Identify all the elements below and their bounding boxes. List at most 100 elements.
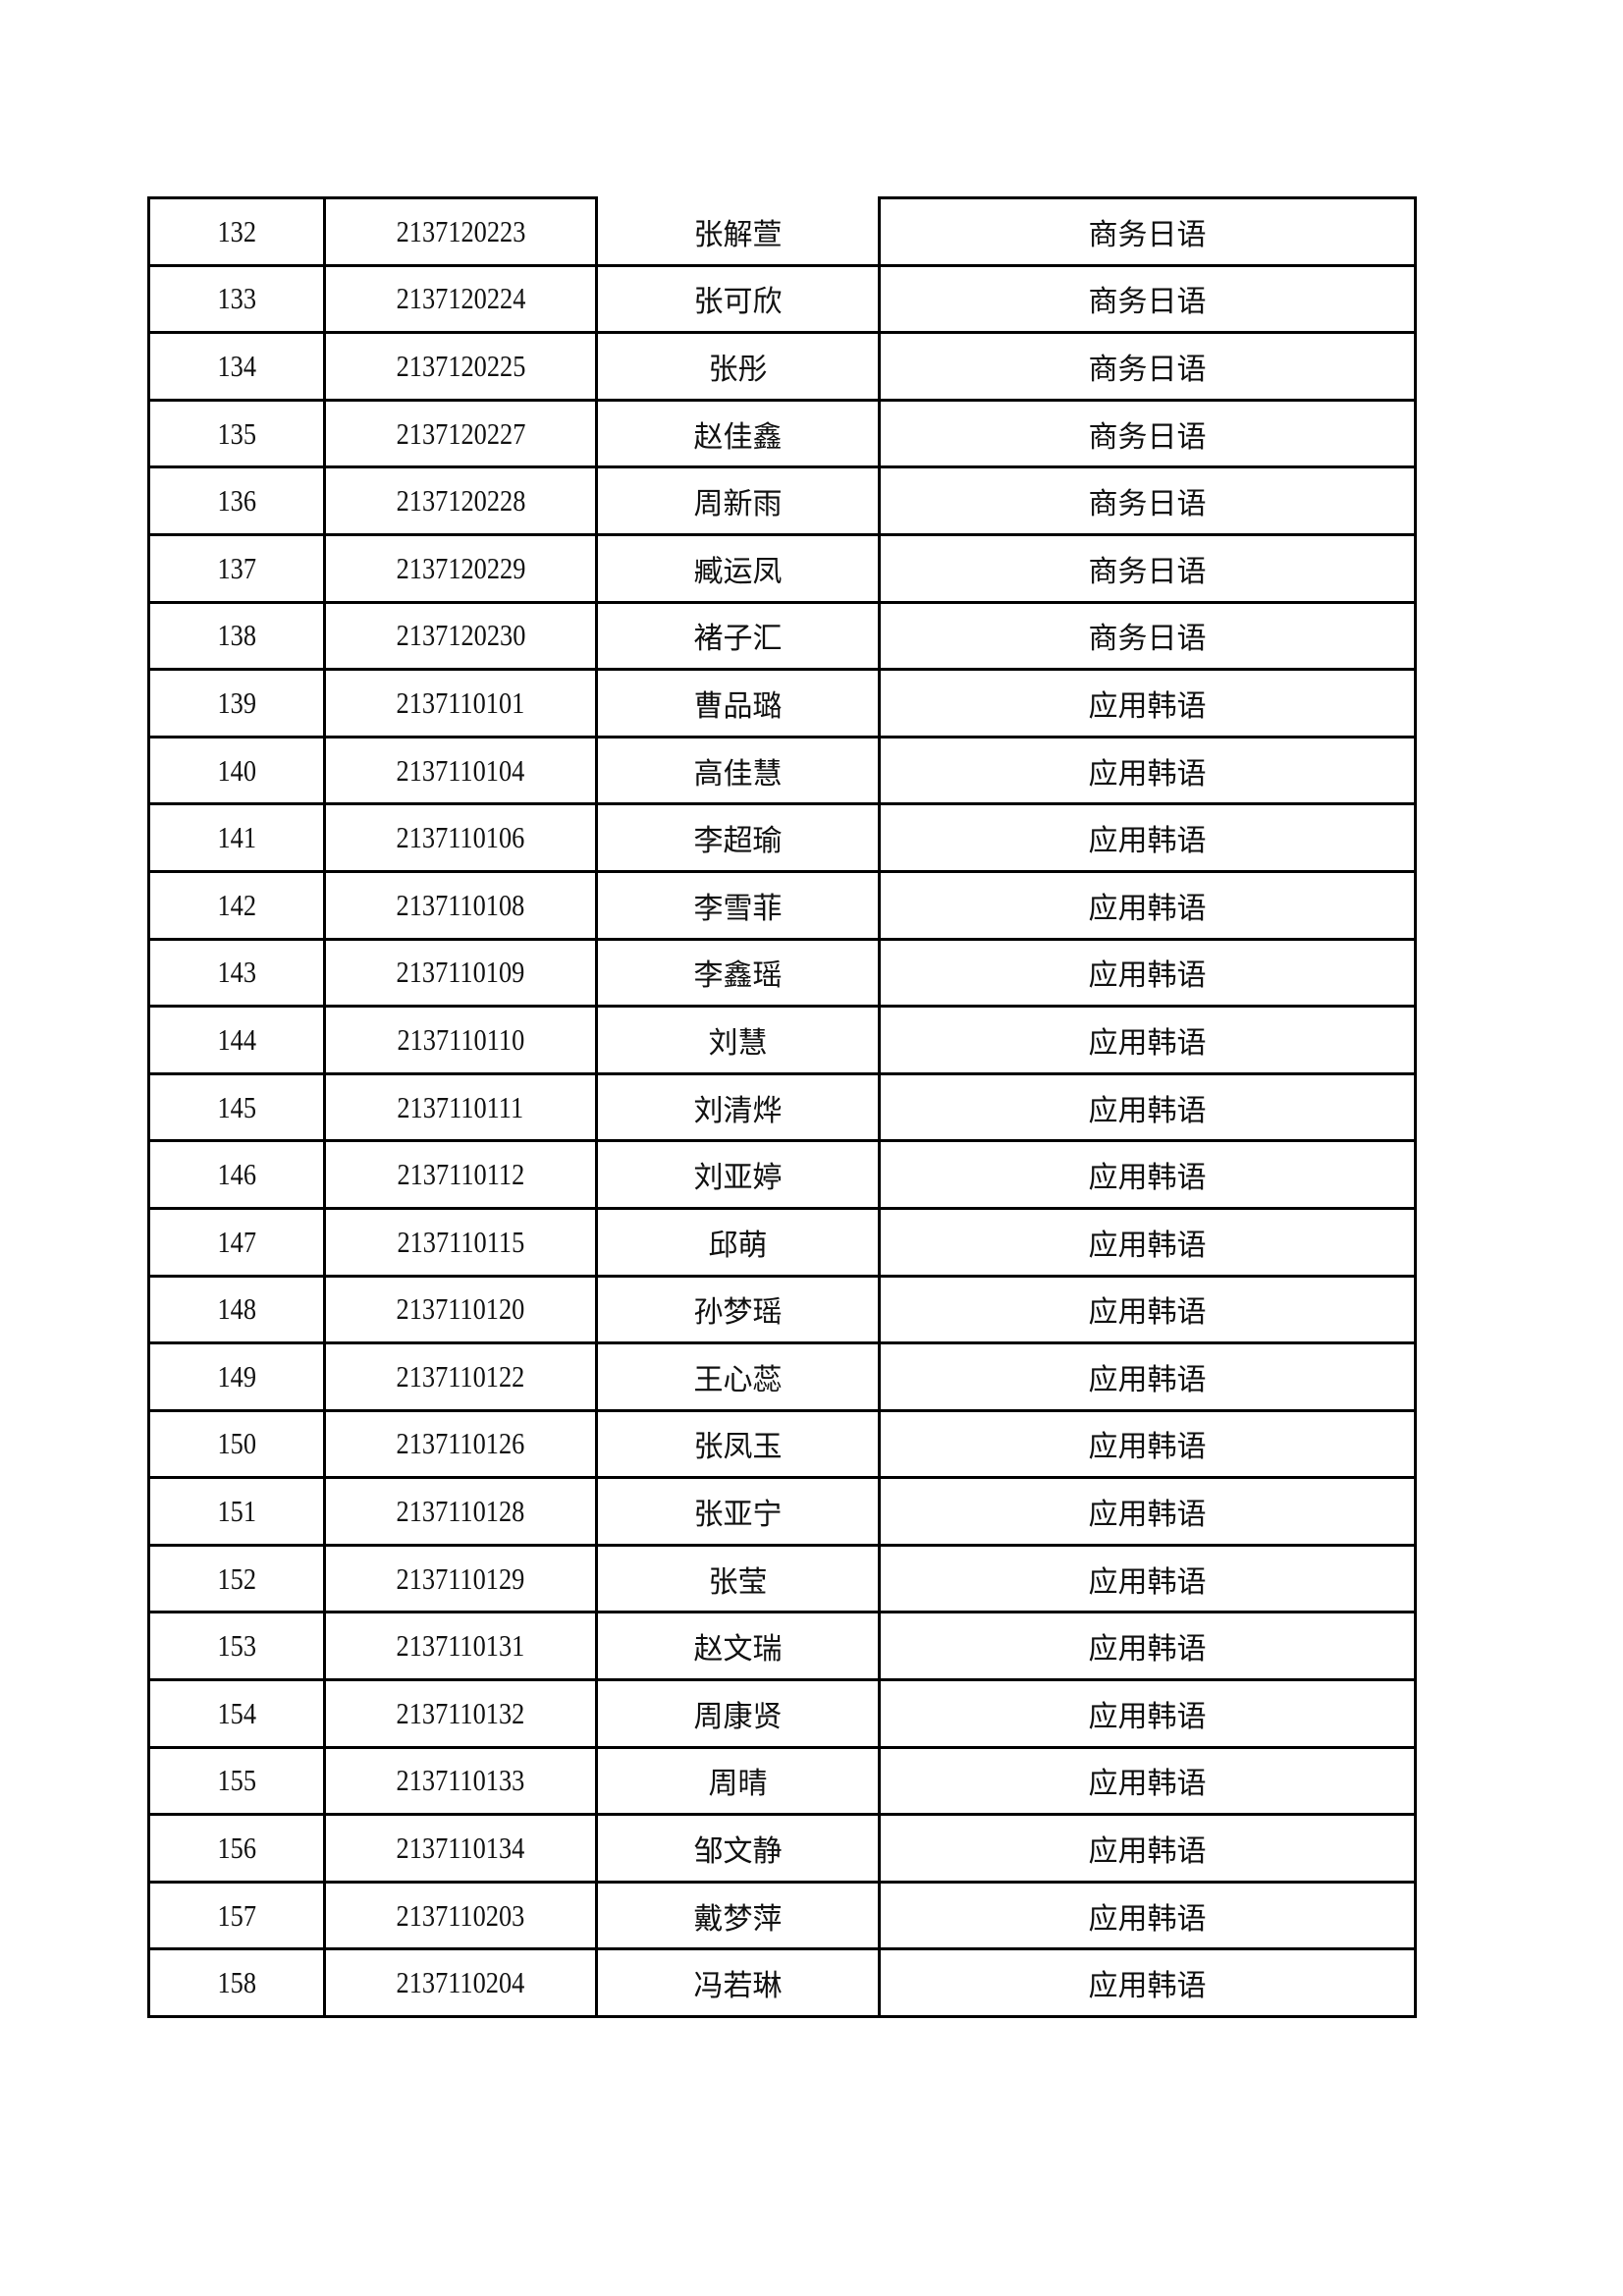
table-row: 153 2137110131 赵文瑞 应用韩语 (147, 1611, 1417, 1682)
table-row: 133 2137120224 张可欣 商务日语 (147, 263, 1417, 335)
major-cell: 应用韩语 (878, 735, 1417, 806)
index-cell: 143 (147, 937, 326, 1009)
name-cell-text: 张凤玉 (693, 1430, 783, 1465)
major-cell: 商务日语 (878, 600, 1417, 672)
student-id-cell-text: 2137110131 (396, 1628, 525, 1664)
student-id-cell: 2137110126 (323, 1408, 598, 1480)
index-cell-text: 158 (217, 1965, 256, 2000)
student-id-cell: 2137110128 (323, 1476, 598, 1547)
index-cell-text: 144 (217, 1021, 256, 1057)
student-id-cell-text: 2137110110 (397, 1021, 524, 1057)
name-cell-text: 刘清烨 (693, 1093, 783, 1128)
table-row: 151 2137110128 张亚宁 应用韩语 (147, 1476, 1417, 1547)
name-cell: 张亚宁 (595, 1476, 881, 1547)
student-list-table: 132 2137120223 张解萱 商务日语 133 2137120224 张可欣 商务日语… (147, 196, 1417, 2019)
major-cell: 应用韩语 (878, 1206, 1417, 1278)
table-row: 157 2137110203 戴梦萍 应用韩语 (147, 1880, 1417, 1951)
student-id-cell-text: 2137120228 (396, 483, 525, 519)
major-cell-text: 应用韩语 (1088, 1564, 1207, 1600)
student-id-cell: 2137110104 (323, 735, 598, 806)
major-cell: 应用韩语 (878, 668, 1417, 738)
major-cell-text: 应用韩语 (1088, 958, 1207, 994)
major-cell-text: 商务日语 (1088, 285, 1207, 320)
table-row: 144 2137110110 刘慧 应用韩语 (147, 1005, 1417, 1075)
name-cell: 张莹 (595, 1543, 881, 1614)
table-row: 158 2137110204 冯若琳 应用韩语 (147, 1947, 1417, 2019)
student-id-cell-text: 2137110106 (396, 820, 525, 855)
name-cell-text: 张莹 (708, 1564, 768, 1600)
major-cell-text: 应用韩语 (1088, 1699, 1207, 1734)
student-id-cell: 2137110110 (323, 1005, 598, 1075)
major-cell-text: 应用韩语 (1088, 1901, 1207, 1937)
major-cell: 应用韩语 (878, 1476, 1417, 1547)
name-cell-text: 张彤 (708, 352, 768, 387)
table-row: 147 2137110115 邱萌 应用韩语 (147, 1206, 1417, 1278)
major-cell-text: 商务日语 (1088, 352, 1207, 387)
index-cell: 136 (147, 465, 326, 536)
student-id-cell-text: 2137110203 (396, 1897, 525, 1933)
table-row: 134 2137120225 张彤 商务日语 (147, 331, 1417, 402)
index-cell-text: 145 (217, 1089, 256, 1124)
major-cell-text: 应用韩语 (1088, 756, 1207, 792)
index-cell: 146 (147, 1139, 326, 1210)
index-cell-text: 137 (217, 550, 256, 585)
student-id-cell: 2137110134 (323, 1813, 598, 1884)
name-cell: 曹品璐 (595, 668, 881, 738)
student-id-cell: 2137120225 (323, 331, 598, 402)
major-cell-text: 应用韩语 (1088, 1295, 1207, 1331)
major-cell: 商务日语 (878, 331, 1417, 402)
major-cell-text: 商务日语 (1088, 217, 1207, 252)
table-row: 136 2137120228 周新雨 商务日语 (147, 465, 1417, 536)
index-cell: 155 (147, 1745, 326, 1817)
index-cell-text: 152 (217, 1560, 256, 1596)
student-id-cell: 2137110132 (323, 1678, 598, 1749)
student-id-cell: 2137110109 (323, 937, 598, 1009)
index-cell-text: 135 (217, 415, 256, 451)
major-cell-text: 应用韩语 (1088, 824, 1207, 859)
index-cell-text: 143 (217, 955, 256, 990)
name-cell: 冯若琳 (595, 1947, 881, 2019)
student-id-cell: 2137110111 (323, 1071, 598, 1143)
name-cell-text: 臧运凤 (693, 554, 783, 589)
student-id-cell: 2137110129 (323, 1543, 598, 1614)
name-cell: 邱萌 (595, 1206, 881, 1278)
student-id-cell-text: 2137110112 (397, 1157, 524, 1192)
name-cell-text: 曹品璐 (693, 688, 783, 724)
student-id-cell-text: 2137110129 (396, 1560, 525, 1596)
student-id-cell: 2137110122 (323, 1341, 598, 1412)
name-cell: 赵文瑞 (595, 1611, 881, 1682)
table-row: 154 2137110132 周康贤 应用韩语 (147, 1678, 1417, 1749)
name-cell: 张可欣 (595, 263, 881, 335)
index-cell-text: 141 (217, 820, 256, 855)
major-cell: 商务日语 (878, 532, 1417, 604)
student-id-cell-text: 2137110109 (396, 955, 525, 990)
name-cell-text: 张可欣 (693, 285, 783, 320)
major-cell-text: 应用韩语 (1088, 1093, 1207, 1128)
index-cell: 132 (147, 196, 326, 267)
student-id-cell: 2137110101 (323, 668, 598, 738)
major-cell-text: 应用韩语 (1088, 1430, 1207, 1465)
table-row: 142 2137110108 李雪菲 应用韩语 (147, 869, 1417, 941)
name-cell-text: 褚子汇 (693, 622, 783, 657)
student-id-cell: 2137110204 (323, 1947, 598, 2019)
student-id-cell: 2137110203 (323, 1880, 598, 1951)
index-cell: 148 (147, 1274, 326, 1345)
index-cell: 142 (147, 869, 326, 941)
name-cell: 褚子汇 (595, 600, 881, 672)
major-cell: 应用韩语 (878, 1274, 1417, 1345)
student-id-cell: 2137120228 (323, 465, 598, 536)
name-cell: 张彤 (595, 331, 881, 402)
student-id-cell-text: 2137110134 (396, 1831, 525, 1866)
major-cell: 应用韩语 (878, 1408, 1417, 1480)
table-row: 150 2137110126 张凤玉 应用韩语 (147, 1408, 1417, 1480)
student-id-cell-text: 2137110104 (396, 752, 525, 788)
student-id-cell: 2137120230 (323, 600, 598, 672)
name-cell-text: 李鑫瑶 (693, 958, 783, 994)
major-cell-text: 应用韩语 (1088, 1161, 1207, 1196)
name-cell-text: 张解萱 (693, 217, 783, 252)
table-row: 139 2137110101 曹品璐 应用韩语 (147, 668, 1417, 738)
name-cell: 王心蕊 (595, 1341, 881, 1412)
name-cell-text: 周晴 (708, 1767, 768, 1802)
student-id-cell-text: 2137110126 (396, 1426, 525, 1461)
student-id-cell-text: 2137110204 (396, 1965, 525, 2000)
